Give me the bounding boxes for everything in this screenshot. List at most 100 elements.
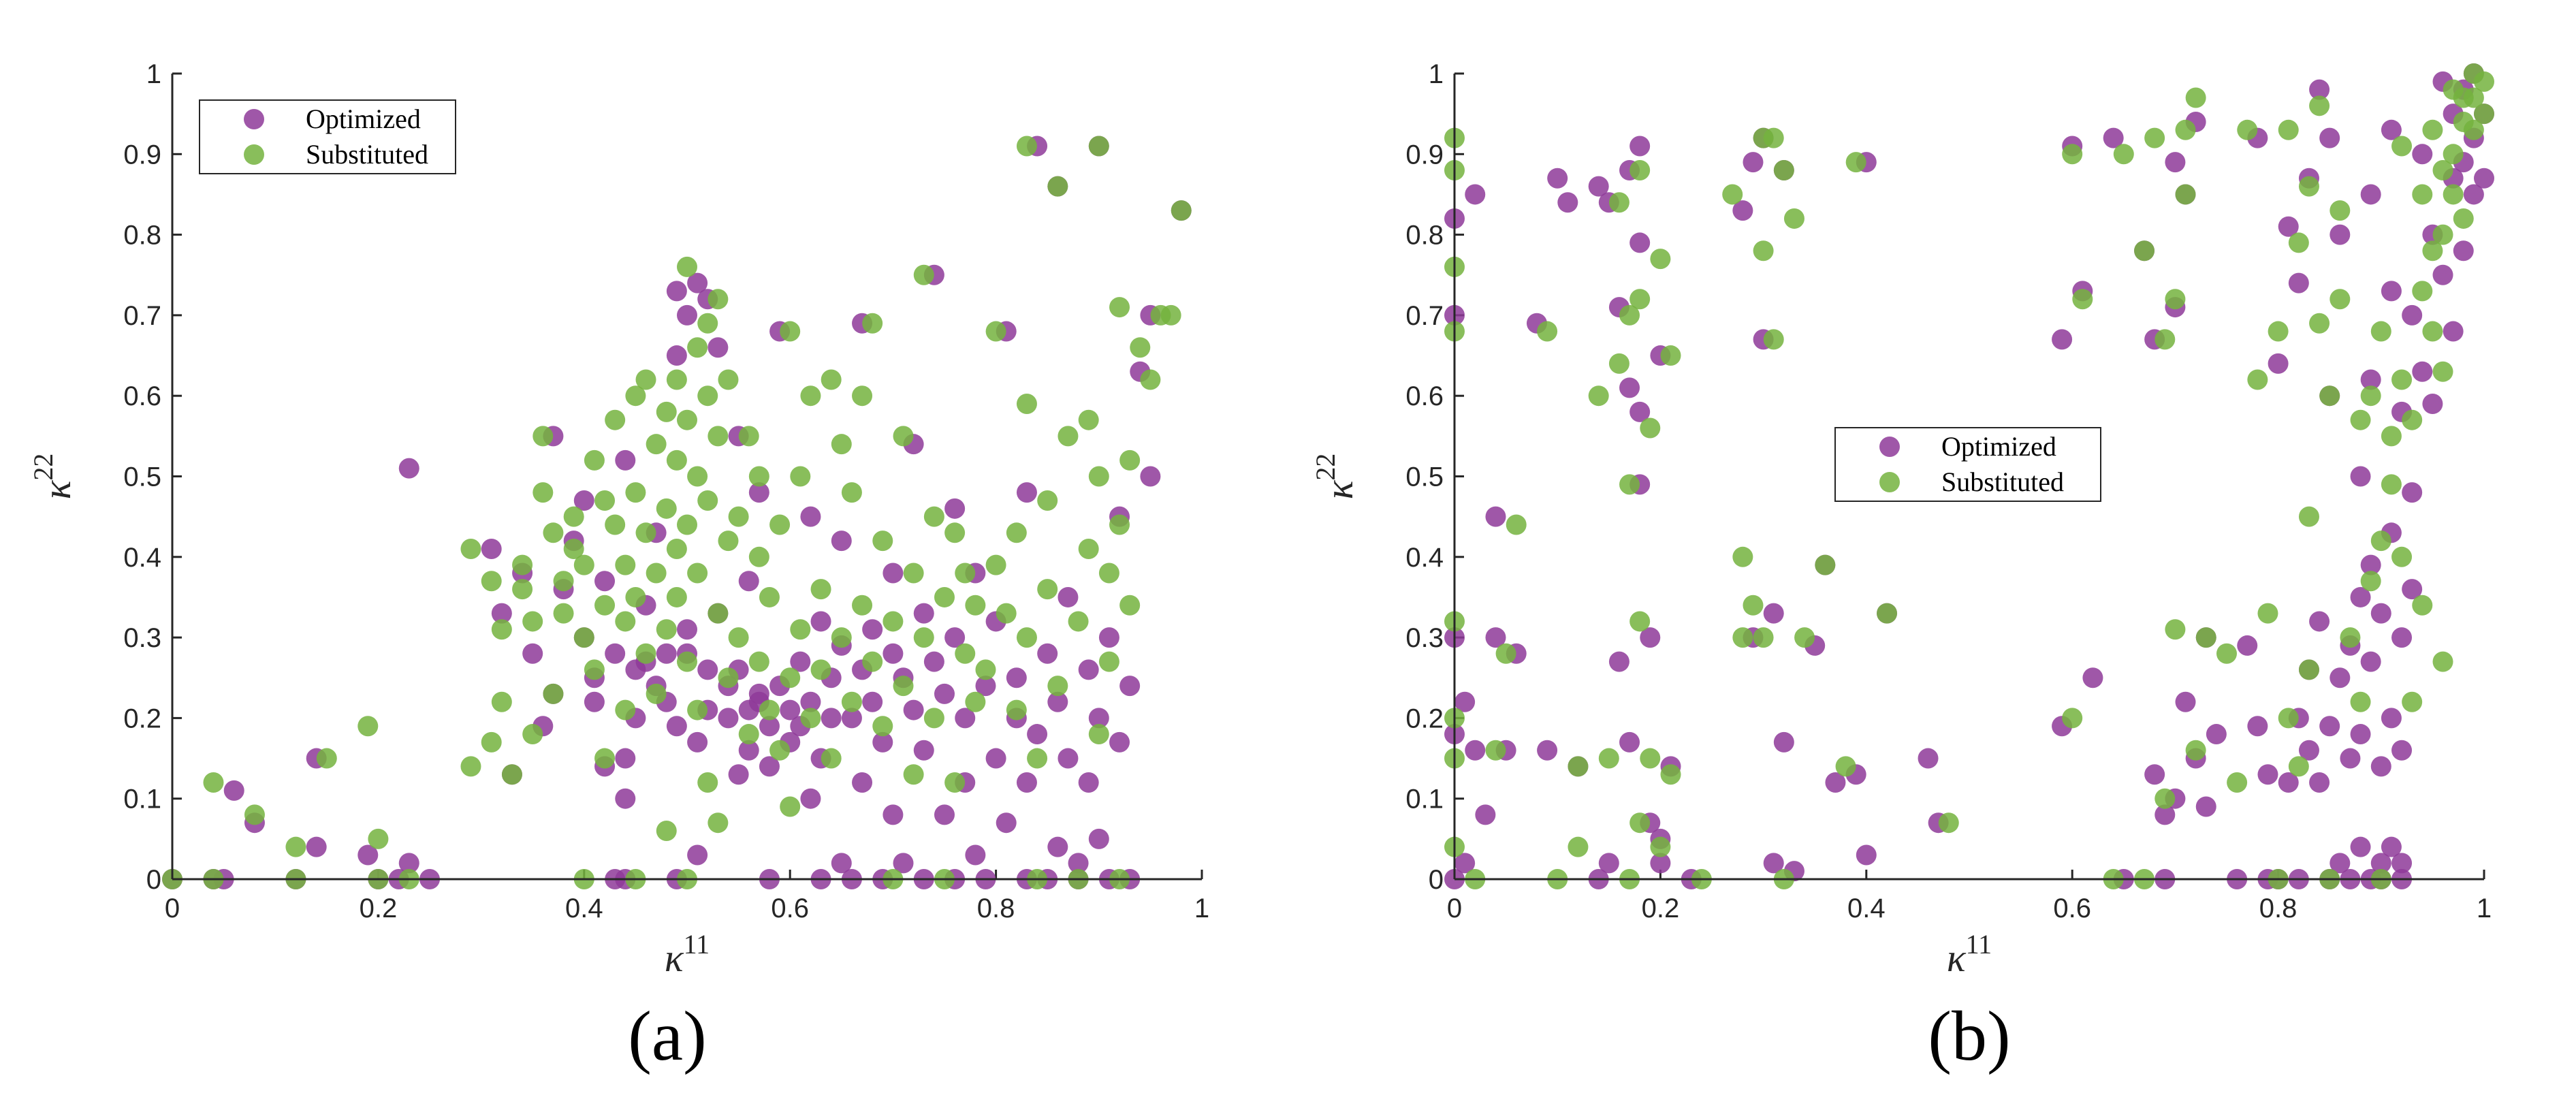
scatter-point (965, 595, 986, 616)
legend-label: Substituted (1941, 466, 2064, 497)
scatter-point (2391, 136, 2413, 157)
scatter-point (646, 563, 667, 584)
scatter-point (893, 426, 914, 447)
scatter-point (2432, 159, 2453, 180)
scatter-point (1598, 748, 1619, 769)
scatter-point (996, 603, 1017, 624)
scatter-point (852, 595, 873, 616)
scatter-point (2072, 289, 2093, 310)
scatter-point (985, 554, 1006, 575)
scatter-point (934, 683, 955, 704)
scatter-point (2463, 119, 2484, 140)
scatter-point (605, 409, 626, 430)
scatter-point (1078, 659, 1099, 680)
scatter-point (2309, 772, 2330, 793)
scatter-point (2402, 304, 2423, 326)
scatter-point (1027, 724, 1048, 745)
scatter-point (790, 619, 811, 640)
scatter-point (1640, 748, 1661, 769)
scatter-point (2165, 152, 2186, 173)
scatter-point (2278, 216, 2299, 237)
scatter-point (2237, 635, 2258, 656)
scatter-point (2052, 329, 2073, 350)
y-tick-label: 1 (1429, 59, 1444, 89)
scatter-point (656, 643, 677, 664)
series-substituted (1444, 63, 2494, 889)
scatter-point (532, 426, 554, 447)
scatter-point (1006, 667, 1027, 688)
scatter-point (2453, 208, 2474, 229)
scatter-point (800, 788, 821, 809)
scatter-point (2319, 127, 2340, 148)
scatter-point (2154, 788, 2176, 809)
scatter-point (780, 796, 801, 817)
y-tick-label: 0.3 (1405, 623, 1444, 653)
scatter-point (1568, 836, 1589, 857)
y-tick-label: 0.5 (123, 462, 161, 492)
scatter-point (594, 595, 616, 616)
scatter-point (831, 531, 852, 552)
scatter-point (1743, 595, 1764, 616)
scatter-point (862, 651, 883, 672)
scatter-point (2113, 144, 2134, 165)
scatter-point (357, 716, 379, 737)
scatter-point (2154, 804, 2176, 825)
y-tick-label: 0.8 (1405, 221, 1444, 251)
scatter-point (1629, 401, 1651, 422)
scatter-point (687, 731, 708, 753)
scatter-point (1783, 208, 1804, 229)
x-tick-label: 0 (165, 893, 180, 923)
scatter-point (635, 643, 656, 664)
scatter-point (718, 369, 739, 390)
scatter-point (800, 385, 821, 407)
scatter-point (687, 699, 708, 721)
scatter-point (625, 385, 646, 407)
scatter-point (605, 643, 626, 664)
scatter-point (923, 506, 944, 527)
y-tick-label: 0.7 (1405, 301, 1444, 331)
scatter-point (1650, 249, 1671, 270)
scatter-point (1006, 522, 1027, 543)
scatter-point (1160, 304, 1181, 326)
scatter-point (697, 772, 718, 793)
scatter-point (934, 586, 955, 607)
scatter-point (2474, 104, 2494, 125)
scatter-point (738, 724, 759, 745)
scatter-point (2422, 321, 2443, 342)
scatter-point (2402, 409, 2423, 430)
scatter-point (1619, 377, 1640, 398)
scatter-point (1109, 514, 1130, 535)
scatter-point (1465, 184, 1486, 205)
scatter-point (800, 506, 821, 527)
scatter-point (1815, 554, 1836, 575)
scatter-point (2350, 724, 2371, 745)
scatter-point (1078, 538, 1099, 559)
scatter-point (872, 716, 893, 737)
scatter-point (2329, 667, 2351, 688)
scatter-point (2412, 361, 2433, 382)
scatter-point (1660, 345, 1681, 366)
scatter-point (491, 691, 512, 712)
scatter-point (944, 498, 966, 519)
scatter-point (769, 740, 791, 761)
scatter-point (1619, 304, 1640, 326)
scatter-point (2103, 127, 2124, 148)
scatter-point (2144, 764, 2165, 785)
scatter-point (841, 708, 862, 729)
panel-caption-b: (b) (1928, 997, 2010, 1075)
scatter-point (2165, 619, 2186, 640)
scatter-point (1037, 643, 1058, 664)
scatter-point (491, 603, 512, 624)
scatter-point (1006, 699, 1027, 721)
scatter-point (1918, 748, 1939, 769)
scatter-point (2329, 289, 2351, 310)
scatter-point (2154, 329, 2176, 350)
scatter-point (955, 563, 976, 584)
scatter-point (1016, 394, 1037, 415)
scatter-point (2432, 224, 2453, 245)
scatter-point (615, 554, 636, 575)
scatter-point (2402, 691, 2423, 712)
legend-box (199, 99, 456, 174)
scatter-point (707, 337, 729, 358)
scatter-point (2474, 71, 2494, 92)
